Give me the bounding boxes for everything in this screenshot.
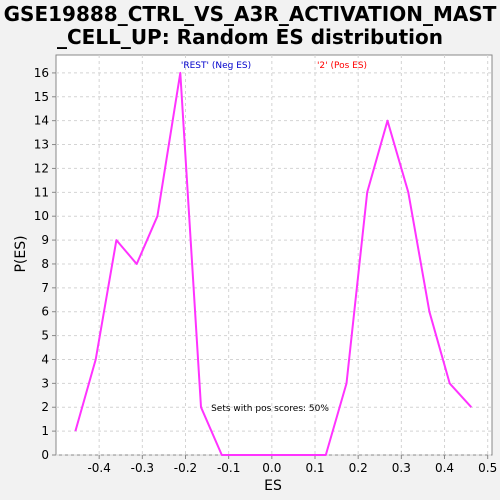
- y-tick-label: 8: [41, 257, 49, 271]
- y-tick-label: 4: [41, 352, 49, 366]
- x-tick-label: -0.4: [87, 461, 110, 475]
- y-tick-label: 14: [34, 114, 49, 128]
- pos-scores-annotation: Sets with pos scores: 50%: [211, 404, 329, 414]
- x-tick-label: 0.5: [478, 461, 497, 475]
- x-tick-label: 0.1: [305, 461, 324, 475]
- y-tick-label: 16: [34, 66, 49, 80]
- series-line: [74, 71, 473, 456]
- x-tick-label: 0.0: [262, 461, 281, 475]
- y-tick-label: 9: [41, 233, 49, 247]
- y-axis-label: P(ES): [13, 235, 29, 272]
- grid-lines: [56, 55, 492, 456]
- x-tick-label: -0.2: [174, 461, 197, 475]
- x-axis-ticks: -0.4 -0.3 -0.2 -0.1 0.0 0.1 0.2 0.3 0.4 0.5: [87, 455, 497, 475]
- x-tick-label: 0.2: [349, 461, 368, 475]
- plot-area: [55, 54, 493, 456]
- chart-title-line-1: GSE19888_CTRL_VS_A3R_ACTIVATION_MAST: [4, 2, 497, 26]
- y-tick-label: 3: [41, 376, 49, 390]
- x-tick-label: 0.4: [435, 461, 454, 475]
- x-axis-label: ES: [264, 478, 282, 494]
- y-tick-label: 10: [34, 209, 49, 223]
- y-tick-label: 5: [41, 329, 49, 343]
- neg-es-label: 'REST' (Neg ES): [181, 61, 251, 71]
- y-tick-label: 11: [34, 185, 49, 199]
- y-tick-label: 6: [41, 305, 49, 319]
- series-layer: [74, 71, 473, 456]
- y-tick-label: 7: [41, 281, 49, 295]
- y-tick-label: 15: [34, 90, 49, 104]
- y-tick-label: 2: [41, 400, 49, 414]
- chart-title-line-2: _CELL_UP: Random ES distribution: [57, 25, 443, 49]
- y-tick-label: 12: [34, 161, 49, 175]
- pos-es-label: '2' (Pos ES): [317, 61, 367, 71]
- x-tick-label: -0.3: [131, 461, 154, 475]
- x-tick-label: -0.1: [217, 461, 240, 475]
- y-tick-label: 0: [41, 448, 49, 462]
- x-tick-label: 0.3: [392, 461, 411, 475]
- y-tick-label: 1: [41, 424, 49, 438]
- y-tick-label: 13: [34, 138, 49, 152]
